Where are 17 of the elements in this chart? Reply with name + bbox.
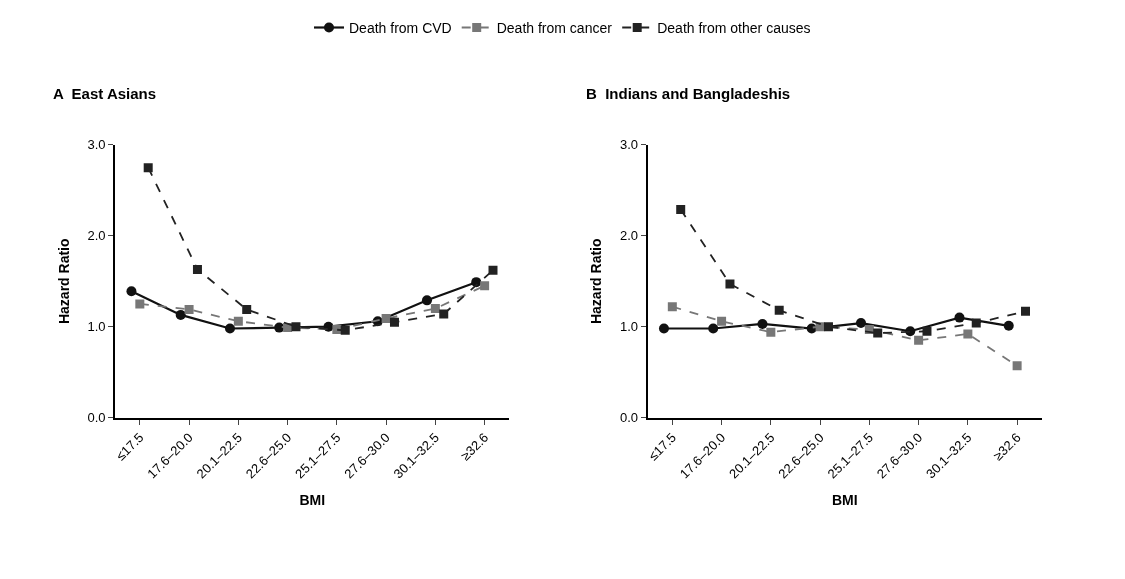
y-tick-label: 1.0 — [620, 319, 639, 335]
legend-label: Death from other causes — [657, 19, 811, 36]
y-tick-label: 2.0 — [620, 228, 639, 244]
y-axis-title: Hazard Ratio — [55, 238, 72, 325]
chart-title: B Indians and Bangladeshis — [586, 85, 791, 102]
legend-label: Death from CVD — [349, 19, 452, 36]
x-axis-title: BMI — [831, 492, 858, 509]
chart-title: A East Asians — [53, 85, 157, 102]
y-tick-label: 0.0 — [87, 410, 106, 426]
x-axis-title: BMI — [299, 492, 326, 509]
legend-label: Death from cancer — [496, 19, 613, 36]
y-tick-label: 2.0 — [87, 228, 106, 244]
y-tick-label: 1.0 — [87, 319, 106, 335]
y-tick-label: 3.0 — [620, 137, 639, 153]
y-tick-label: 0.0 — [620, 410, 639, 426]
y-axis-title: Hazard Ratio — [588, 238, 605, 325]
y-tick-label: 3.0 — [87, 137, 106, 153]
